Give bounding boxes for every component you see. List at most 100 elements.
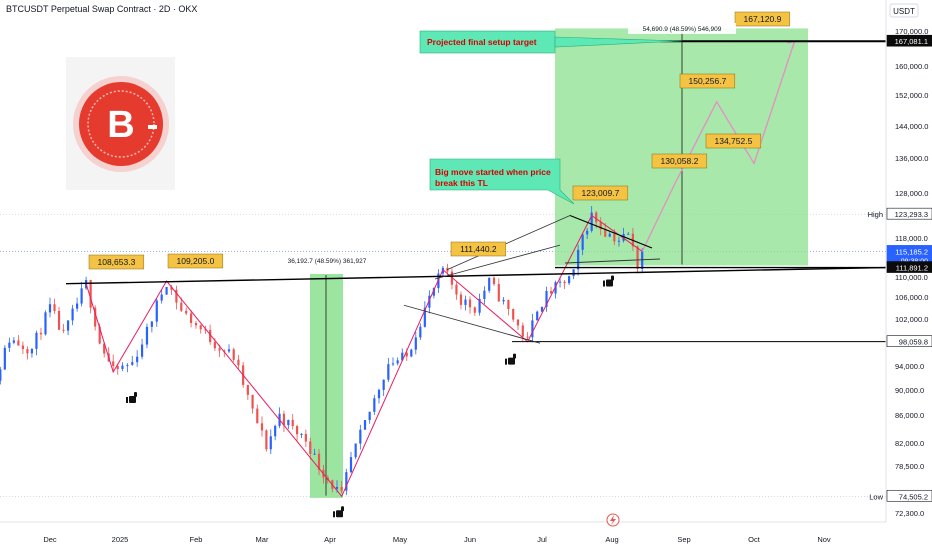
candle-body — [26, 349, 29, 354]
candle — [35, 330, 38, 356]
candle-body — [269, 436, 272, 450]
event-icon[interactable] — [606, 513, 620, 527]
candle-body — [48, 304, 52, 313]
candle-body — [502, 299, 505, 302]
zone-layer — [310, 28, 808, 498]
candle-body — [175, 289, 178, 303]
measure-label-box — [273, 255, 381, 266]
level-label-box — [705, 133, 762, 149]
candle-body — [265, 430, 268, 450]
candle-body — [627, 233, 630, 235]
candle-body — [237, 359, 240, 366]
candle-body — [218, 348, 221, 351]
candle-body — [0, 369, 2, 381]
candle-body — [170, 286, 173, 290]
thumbs-up-icon — [603, 275, 614, 287]
candle — [531, 313, 534, 343]
candle-body — [554, 282, 557, 294]
level-label-box — [734, 11, 791, 27]
candle — [391, 357, 395, 367]
candle — [473, 306, 476, 316]
candle-body — [35, 332, 38, 349]
thumb-finger — [341, 506, 344, 512]
candle — [256, 404, 259, 424]
candle — [194, 320, 198, 329]
time-tick-label: 2025 — [112, 535, 129, 544]
breakout-trendline — [446, 215, 571, 271]
candle-body — [21, 345, 25, 350]
candle — [199, 324, 202, 334]
price-tick-label: 118,000.0 — [895, 234, 928, 243]
thumb-finger — [611, 275, 614, 281]
price-tag-box — [886, 261, 932, 273]
candle — [39, 327, 43, 340]
candle-body — [377, 389, 381, 399]
candle-body — [450, 271, 454, 285]
candle-body — [599, 222, 602, 230]
candle — [354, 443, 357, 460]
candle — [175, 285, 178, 310]
candle-body — [227, 349, 231, 352]
channel-lower-line — [403, 304, 541, 344]
candle-body — [17, 340, 20, 346]
level-label: 150,256.7 — [679, 73, 736, 89]
candle — [80, 281, 83, 307]
target-measure-zone — [555, 28, 808, 266]
flag-lower-line — [564, 258, 661, 264]
candle — [497, 278, 500, 302]
candle-body — [608, 233, 611, 237]
price-tag-text: 123,293.3 — [895, 210, 928, 219]
level-label-text: 150,256.7 — [688, 76, 726, 86]
candle — [608, 231, 611, 238]
candle-body — [309, 441, 312, 455]
candle-body — [194, 322, 198, 326]
price-axis[interactable]: USDT 72,300.0 78,500.0 82,000.0 86,000.0 90,0… — [868, 0, 932, 550]
level-label-box — [167, 253, 224, 269]
candle-body — [204, 329, 207, 331]
candle — [26, 346, 29, 360]
candle-body — [112, 361, 115, 367]
time-axis[interactable]: Dec 2025 Feb Mar Apr May Jun Jul Aug Sep Oct Nov — [0, 513, 886, 544]
candle-body — [478, 298, 481, 313]
candle — [71, 304, 74, 326]
price-tag-text: 115,185.2 — [895, 247, 928, 256]
candle — [414, 331, 417, 355]
candle-body — [256, 408, 259, 424]
level-label-text: 109,205.0 — [176, 256, 214, 266]
candle — [526, 332, 529, 340]
candle-body — [103, 343, 106, 354]
candle — [549, 286, 553, 294]
candle — [21, 341, 25, 355]
currency-box[interactable]: USDT — [889, 3, 919, 18]
candle-body — [98, 326, 101, 344]
candle — [459, 291, 463, 310]
candle — [396, 357, 399, 366]
price-tag-box — [886, 489, 932, 502]
candle — [577, 244, 580, 276]
candle-body — [359, 429, 362, 444]
time-tick-label: Dec — [43, 535, 57, 544]
candle-body — [545, 290, 548, 307]
candle — [313, 448, 316, 456]
candle — [468, 296, 472, 314]
candle — [227, 344, 231, 354]
candle-body — [468, 299, 472, 308]
candle-body — [586, 230, 589, 235]
time-tick-label: Jun — [464, 535, 476, 544]
measure-label: 36,192.7 (48.59%) 361,927 — [273, 255, 381, 266]
candle — [295, 424, 299, 441]
candle — [382, 379, 385, 396]
candle-body — [507, 299, 510, 310]
candle — [103, 342, 106, 358]
candle-body — [549, 290, 553, 294]
candle — [627, 232, 630, 235]
candle — [377, 388, 381, 404]
candle-body — [39, 332, 43, 335]
measure-label-text: 36,192.7 (48.59%) 361,927 — [288, 258, 367, 265]
candle — [387, 357, 390, 383]
event-icon-bolt — [610, 515, 616, 525]
candle — [428, 290, 431, 314]
